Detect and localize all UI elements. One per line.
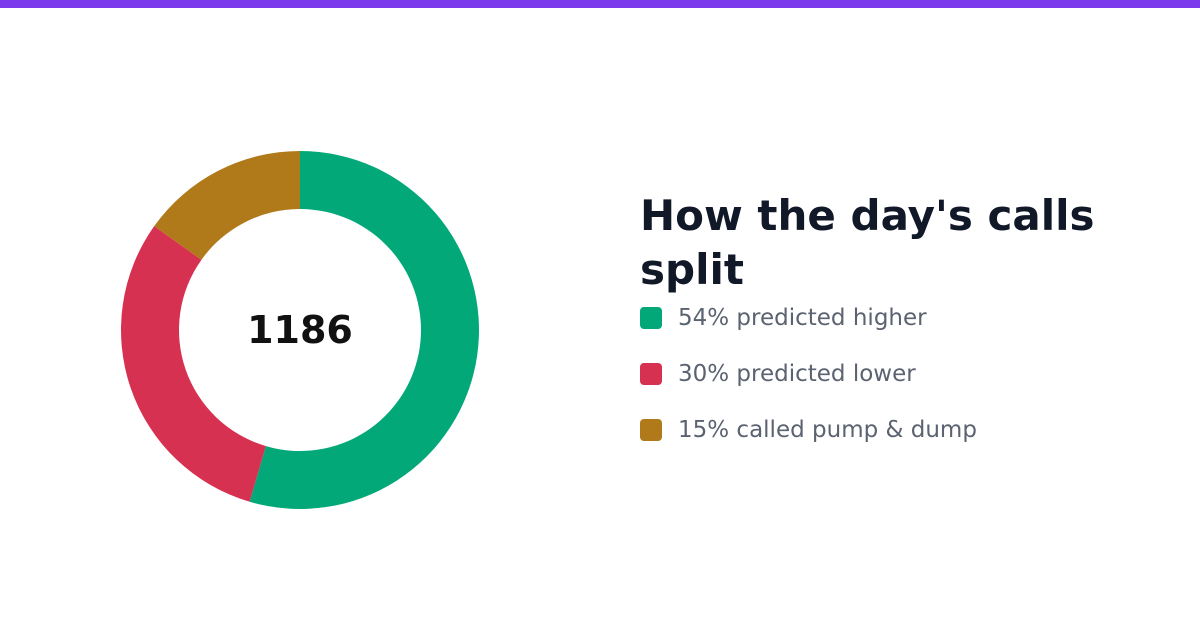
legend-label-lower: 30% predicted lower (678, 361, 916, 387)
legend-swatch-higher (640, 307, 662, 329)
legend: 54% predicted higher 30% predicted lower… (640, 290, 1160, 458)
donut-svg (121, 151, 480, 509)
legend-swatch-lower (640, 363, 662, 385)
legend-label-higher: 54% predicted higher (678, 305, 927, 331)
donut-slice-pump-dump (154, 151, 300, 260)
donut-slice-lower (121, 226, 266, 502)
legend-item-higher: 54% predicted higher (640, 290, 1160, 346)
legend-label-pump-dump: 15% called pump & dump (678, 417, 977, 443)
legend-item-lower: 30% predicted lower (640, 346, 1160, 402)
legend-item-pump-dump: 15% called pump & dump (640, 402, 1160, 458)
accent-bar (0, 0, 1200, 8)
donut-chart: 1186 (100, 130, 500, 530)
total-count: 1186 (247, 308, 353, 352)
chart-title: How the day's calls split (640, 191, 1095, 294)
legend-swatch-pump-dump (640, 419, 662, 441)
donut-slice-higher (249, 151, 480, 509)
